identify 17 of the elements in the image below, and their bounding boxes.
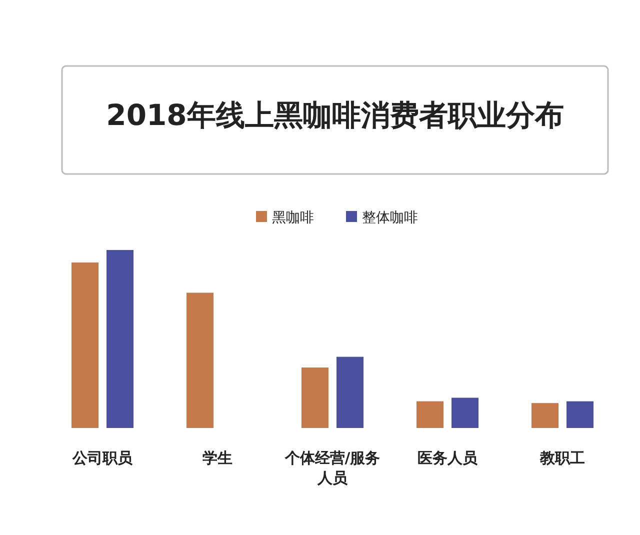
bar xyxy=(186,292,214,428)
bar xyxy=(302,367,328,428)
bar xyxy=(416,401,444,428)
bar xyxy=(532,403,558,428)
x-tick-label: 个体经营/服务人员 xyxy=(284,449,380,487)
x-tick-label: 公司职员 xyxy=(72,449,134,467)
bar xyxy=(106,250,134,428)
x-tick-label: 学生 xyxy=(202,449,232,467)
bar xyxy=(566,401,594,428)
legend-label: 黑咖啡 xyxy=(272,210,314,226)
bar xyxy=(452,398,478,428)
chart-title: 2018年线上黑咖啡消费者职业分布 xyxy=(106,98,564,132)
legend-label: 整体咖啡 xyxy=(362,210,418,226)
bar xyxy=(336,356,364,428)
x-tick-label: 教职工 xyxy=(539,449,585,467)
x-tick-label: 医务人员 xyxy=(418,449,478,467)
bar xyxy=(72,262,98,428)
